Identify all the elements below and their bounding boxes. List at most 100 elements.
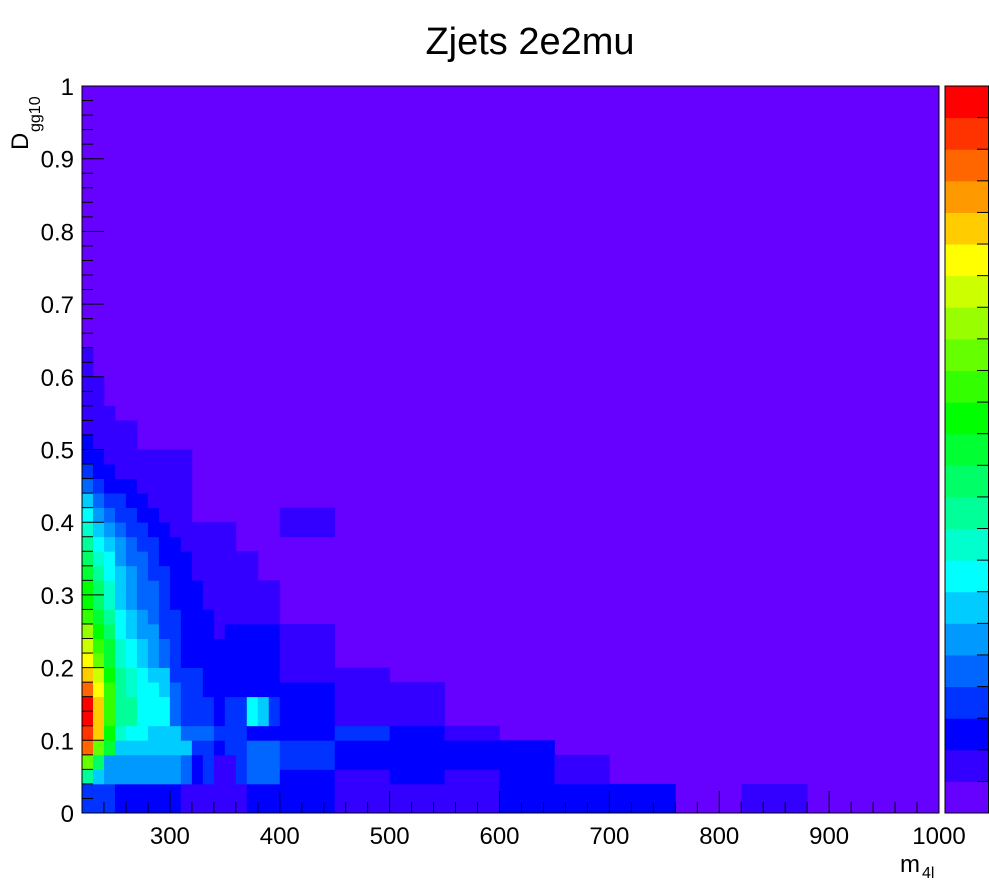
heatmap-cell: [169, 667, 182, 683]
heatmap-cell: [147, 667, 160, 683]
colorbar-segment: [945, 117, 989, 150]
heatmap-cell: [103, 405, 116, 421]
heatmap-cell: [180, 522, 193, 538]
heatmap-cell: [114, 638, 127, 654]
heatmap-cell: [279, 653, 336, 668]
heatmap-cell: [224, 638, 237, 654]
heatmap-cell: [169, 711, 182, 727]
heatmap-cell: [235, 769, 248, 785]
heatmap-cell: [202, 769, 215, 785]
heatmap-cell: [191, 667, 204, 683]
heatmap-cell: [268, 609, 281, 625]
heatmap-cell: [279, 507, 336, 523]
heatmap-cell: [114, 594, 127, 610]
colorbar-segment: [945, 149, 989, 182]
heatmap-cell: [268, 798, 281, 814]
heatmap-cell: [202, 638, 215, 654]
heatmap-cell: [191, 740, 204, 756]
heatmap-cell: [235, 565, 248, 581]
heatmap-cell: [82, 478, 94, 494]
heatmap-cell: [82, 682, 94, 698]
heatmap-cell: [268, 769, 281, 785]
heatmap-cell: [92, 594, 105, 610]
y-tick-label: 0.1: [41, 728, 74, 755]
heatmap-cell: [114, 478, 127, 494]
heatmap-cell: [202, 711, 215, 727]
colorbar-segment: [945, 433, 989, 466]
colorbar-segment: [945, 86, 989, 119]
heatmap-cell: [334, 740, 391, 756]
heatmap-cell: [158, 449, 171, 465]
heatmap-cell: [334, 798, 391, 814]
heatmap-cell: [257, 754, 270, 770]
heatmap-cell: [103, 783, 116, 799]
heatmap-cell: [114, 682, 127, 698]
heatmap-cell: [279, 754, 336, 770]
heatmap-cell: [246, 653, 259, 668]
heatmap-cell: [103, 609, 116, 625]
heatmap-cell: [334, 711, 391, 727]
heatmap-cell: [246, 638, 259, 654]
heatmap-cell: [499, 783, 555, 799]
heatmap-cell: [235, 696, 248, 712]
y-axis-title-sub: gg10: [27, 96, 44, 132]
heatmap-cell: [180, 565, 193, 581]
heatmap-cell: [334, 696, 391, 712]
heatmap-cell: [136, 682, 149, 698]
colorbar-segment: [945, 275, 989, 308]
heatmap-cell: [103, 565, 116, 581]
heatmap-cell: [136, 536, 149, 552]
colorbar-segment: [945, 623, 989, 656]
heatmap-cell: [92, 565, 105, 581]
heatmap-cell: [191, 623, 204, 639]
y-tick-label: 0.2: [41, 656, 74, 683]
heatmap-cell: [334, 754, 391, 770]
heatmap-cell: [114, 725, 127, 741]
heatmap-cell: [268, 740, 281, 756]
heatmap-cell: [82, 434, 94, 450]
heatmap-cell: [191, 653, 204, 668]
heatmap-cell: [246, 696, 259, 712]
heatmap-cell: [114, 696, 127, 712]
heatmap-cell: [158, 580, 171, 596]
heatmap-cell: [147, 638, 160, 654]
heatmap-cell: [268, 711, 281, 727]
heatmap-cell: [213, 754, 226, 770]
heatmap-cell: [103, 493, 116, 509]
heatmap-cell: [180, 594, 193, 610]
heatmap-cell: [444, 798, 500, 814]
y-tick-label: 0.3: [41, 583, 74, 610]
heatmap-cell: [125, 565, 138, 581]
heatmap-cell: [334, 682, 391, 698]
heatmap-cell: [82, 725, 94, 741]
heatmap-cell: [246, 594, 259, 610]
heatmap-cell: [246, 711, 259, 727]
heatmap-cell: [82, 376, 94, 392]
heatmap-cell: [158, 769, 171, 785]
x-tick-label: 600: [479, 823, 519, 850]
heatmap-cell: [224, 609, 237, 625]
heatmap-cell: [268, 580, 281, 596]
heatmap-cell: [114, 580, 127, 596]
heatmap-cell: [257, 609, 270, 625]
heatmap-cell: [92, 464, 105, 479]
heatmap-cell: [224, 682, 237, 698]
heatmap-cell: [202, 565, 215, 581]
heatmap-cell: [224, 754, 237, 770]
heatmap-cell: [279, 769, 336, 785]
heatmap-cell: [103, 638, 116, 654]
heatmap-cell: [125, 638, 138, 654]
heatmap-cell: [257, 769, 270, 785]
heatmap-cell: [169, 449, 182, 465]
heatmap-cell: [92, 420, 105, 436]
heatmap-cell: [191, 638, 204, 654]
heatmap-cell: [169, 478, 182, 494]
heatmap-cell: [202, 740, 215, 756]
heatmap-cell: [268, 725, 281, 741]
heatmap-cell: [213, 536, 226, 552]
heatmap-cell: [114, 420, 127, 436]
heatmap-cell: [180, 711, 193, 727]
heatmap-cell: [114, 798, 127, 814]
